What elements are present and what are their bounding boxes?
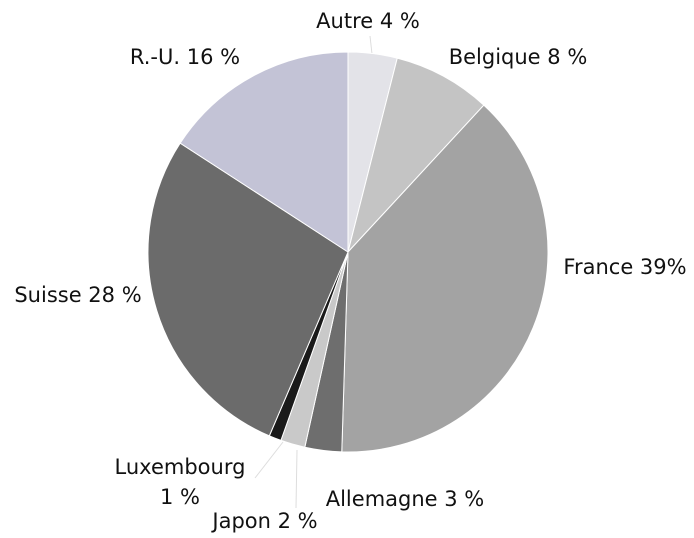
slice-label: Suisse 28 % bbox=[14, 283, 141, 307]
pie-slice bbox=[147, 142, 349, 437]
pie-slice bbox=[341, 104, 549, 453]
slice-label: Autre 4 % bbox=[316, 9, 420, 33]
slice-label: Japon 2 % bbox=[210, 509, 317, 533]
slice-label: Belgique 8 % bbox=[449, 45, 588, 69]
pie-slice bbox=[347, 57, 485, 253]
leader-line bbox=[254, 441, 284, 479]
slice-label: R.-U. 16 % bbox=[130, 45, 240, 69]
pie-slice bbox=[179, 51, 349, 253]
leader-line bbox=[369, 35, 373, 55]
slice-label: 1 % bbox=[160, 485, 200, 509]
leader-line bbox=[295, 449, 298, 509]
slice-label: France 39% bbox=[563, 255, 686, 279]
slice-label: Allemagne 3 % bbox=[326, 487, 485, 511]
slice-label: Luxembourg bbox=[115, 455, 246, 479]
